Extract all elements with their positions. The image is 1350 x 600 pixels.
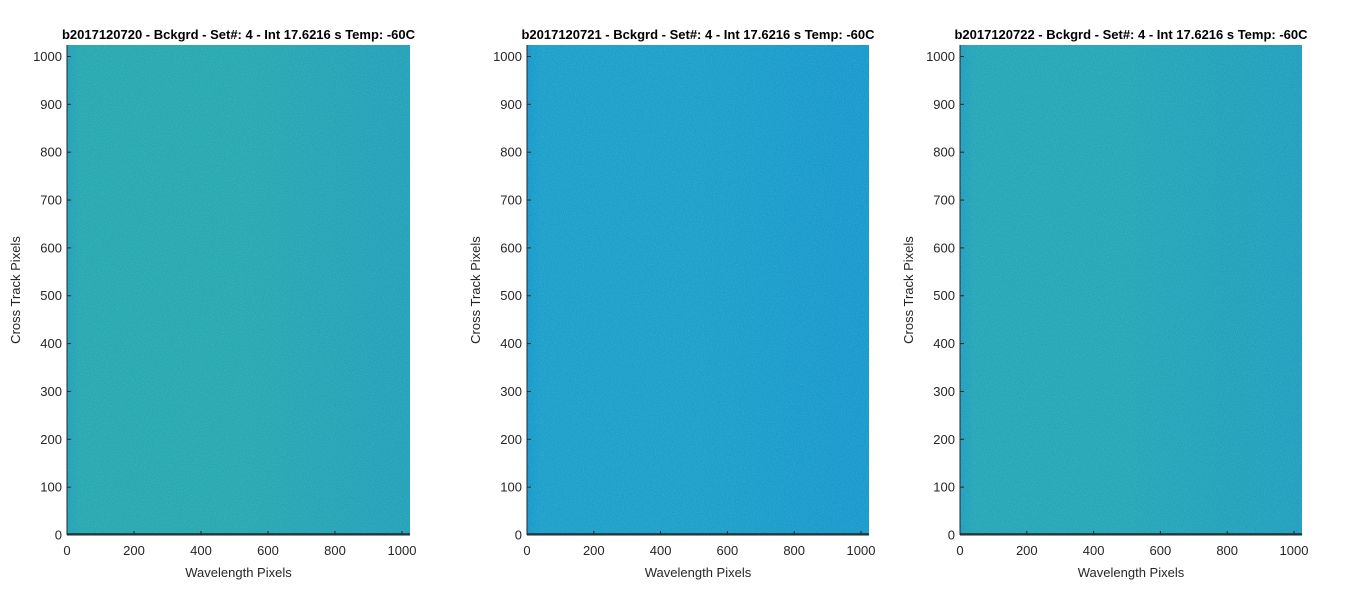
y-tick-label: 900 xyxy=(933,97,955,112)
x-tick-label: 800 xyxy=(783,543,805,558)
y-tick-label: 400 xyxy=(40,336,62,351)
x-tick-label: 600 xyxy=(257,543,279,558)
x-tick-label: 400 xyxy=(190,543,212,558)
y-tick-label: 1000 xyxy=(493,49,522,64)
x-tick-label: 200 xyxy=(583,543,605,558)
y-tick-label: 100 xyxy=(933,480,955,495)
heatmap-edge-row xyxy=(527,533,869,535)
y-tick-label: 800 xyxy=(500,145,522,160)
y-tick-label: 600 xyxy=(500,240,522,255)
y-tick-label: 900 xyxy=(40,97,62,112)
x-tick-label: 0 xyxy=(956,543,963,558)
y-tick-label: 700 xyxy=(500,193,522,208)
x-tick-label: 800 xyxy=(324,543,346,558)
y-tick-label: 200 xyxy=(40,432,62,447)
y-tick-label: 1000 xyxy=(926,49,955,64)
y-tick-label: 300 xyxy=(933,384,955,399)
y-axis-label: Cross Track Pixels xyxy=(901,236,916,344)
heatmap-noise xyxy=(960,45,1302,535)
y-tick-label: 100 xyxy=(500,480,522,495)
heatmap-edge-row xyxy=(67,533,410,535)
chart-panel-1: 0 200 400 600 800 1000 0 100 200 300 400 500 600 700 8… xyxy=(8,27,416,580)
x-tick-label: 800 xyxy=(1216,543,1238,558)
heatmap-noise xyxy=(67,45,410,535)
x-tick-label: 1000 xyxy=(1280,543,1309,558)
y-tick-label: 700 xyxy=(40,193,62,208)
y-tick-label: 100 xyxy=(40,480,62,495)
y-tick-label: 500 xyxy=(933,288,955,303)
y-tick-label: 500 xyxy=(40,288,62,303)
y-tick-label: 300 xyxy=(500,384,522,399)
y-tick-label: 0 xyxy=(515,528,522,543)
chart-title: b2017120722 - Bckgrd - Set#: 4 - Int 17.… xyxy=(954,27,1308,42)
y-tick-label: 200 xyxy=(933,432,955,447)
x-tick-label: 400 xyxy=(1083,543,1105,558)
x-tick-label: 200 xyxy=(1016,543,1038,558)
x-tick-label: 0 xyxy=(63,543,70,558)
x-tick-label: 200 xyxy=(123,543,145,558)
x-tick-label: 1000 xyxy=(847,543,876,558)
y-tick-label: 400 xyxy=(500,336,522,351)
y-tick-label: 400 xyxy=(933,336,955,351)
y-tick-label: 600 xyxy=(933,240,955,255)
x-tick-label: 600 xyxy=(717,543,739,558)
y-tick-label: 800 xyxy=(933,145,955,160)
x-axis-label: Wavelength Pixels xyxy=(185,565,292,580)
x-tick-label: 0 xyxy=(523,543,530,558)
heatmap-noise xyxy=(527,45,869,535)
y-tick-label: 1000 xyxy=(33,49,62,64)
y-axis-label: Cross Track Pixels xyxy=(468,236,483,344)
y-tick-label: 300 xyxy=(40,384,62,399)
chart-title: b2017120720 - Bckgrd - Set#: 4 - Int 17.… xyxy=(62,27,416,42)
y-tick-label: 500 xyxy=(500,288,522,303)
y-tick-label: 900 xyxy=(500,97,522,112)
y-axis-label: Cross Track Pixels xyxy=(8,236,23,344)
x-axis-label: Wavelength Pixels xyxy=(1078,565,1185,580)
x-tick-label: 1000 xyxy=(388,543,417,558)
heatmap-edge-row xyxy=(960,533,1302,535)
chart-panel-2: 0 200 400 600 800 1000 0 100 200 300 400 500 600 700 8… xyxy=(468,27,875,580)
y-tick-label: 0 xyxy=(948,528,955,543)
x-tick-label: 600 xyxy=(1150,543,1172,558)
x-axis-label: Wavelength Pixels xyxy=(645,565,752,580)
y-tick-label: 600 xyxy=(40,240,62,255)
chart-title: b2017120721 - Bckgrd - Set#: 4 - Int 17.… xyxy=(521,27,875,42)
y-tick-label: 0 xyxy=(55,528,62,543)
chart-panel-3: 0 200 400 600 800 1000 0 100 200 300 400 500 600 700 8… xyxy=(901,27,1308,580)
y-tick-label: 800 xyxy=(40,145,62,160)
y-tick-label: 700 xyxy=(933,193,955,208)
x-tick-label: 400 xyxy=(650,543,672,558)
y-tick-label: 200 xyxy=(500,432,522,447)
